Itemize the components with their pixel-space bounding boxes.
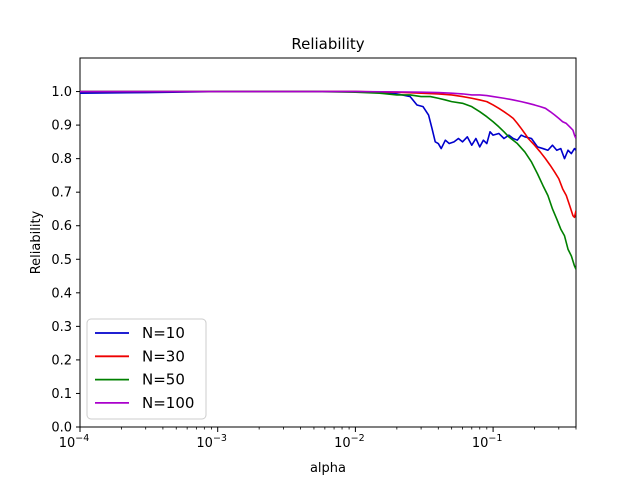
x-tick-base: 10: [472, 436, 489, 451]
y-tick-label: 0.5: [51, 253, 72, 268]
x-tick-base: 10: [59, 436, 76, 451]
x-tick-base: 10: [196, 436, 213, 451]
x-tick-base: 10: [334, 436, 351, 451]
chart-title: Reliability: [291, 35, 364, 53]
y-tick-label: 0.1: [51, 387, 72, 402]
legend-label-n-10: N=10: [142, 324, 185, 342]
y-tick-label: 0.0: [51, 421, 72, 436]
y-tick-label: 0.9: [51, 119, 72, 134]
series-line-n-100: [80, 90, 576, 139]
x-axis-label: alpha: [310, 461, 346, 476]
series-line-n-10: [80, 90, 576, 160]
y-axis-label: Reliability: [29, 210, 44, 274]
y-tick-label: 0.4: [51, 286, 72, 301]
y-tick-label: 0.3: [51, 320, 72, 335]
x-tick-label: 10−3: [196, 433, 227, 451]
y-tick-label: 0.6: [51, 219, 72, 234]
x-tick-exponent: −3: [213, 433, 227, 444]
legend-label-n-50: N=50: [142, 371, 185, 389]
plot-frame: [79, 57, 577, 428]
x-tick-exponent: −4: [75, 433, 89, 444]
legend-label-n-100: N=100: [142, 394, 194, 412]
legend: N=10 N=30 N=50 N=100: [86, 318, 207, 420]
y-tick-label: 0.8: [51, 152, 72, 167]
y-tick-label: 0.2: [51, 353, 72, 368]
x-tick-label: 10−4: [59, 433, 90, 451]
x-tick-exponent: −1: [488, 433, 502, 444]
x-tick-label: 10−2: [334, 433, 365, 451]
x-tick-label: 10−1: [472, 433, 503, 451]
legend-box: [86, 318, 207, 420]
legend-label-n-30: N=30: [142, 347, 185, 365]
y-tick-label: 0.7: [51, 186, 72, 201]
series-line-n-30: [80, 90, 576, 219]
series-line-n-50: [80, 90, 576, 270]
y-tick-label: 1.0: [51, 85, 72, 100]
series-group: [80, 90, 576, 270]
x-tick-exponent: −2: [351, 433, 365, 444]
